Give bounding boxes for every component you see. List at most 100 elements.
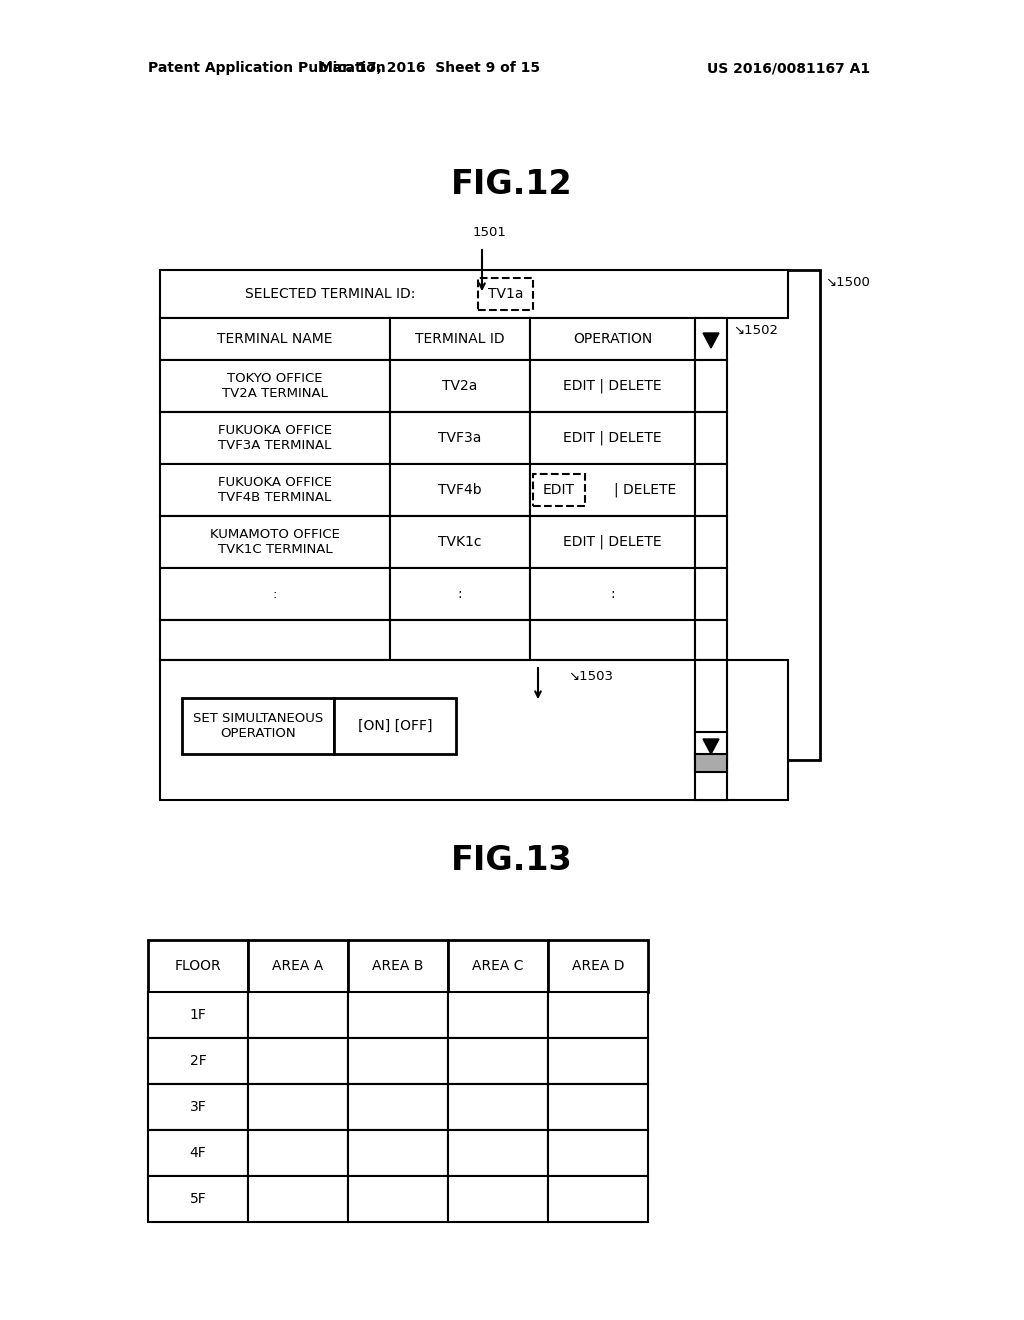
Bar: [548, 1038, 648, 1084]
Bar: [160, 465, 390, 516]
Bar: [695, 516, 727, 568]
Bar: [390, 465, 530, 516]
Text: Patent Application Publication: Patent Application Publication: [148, 61, 386, 75]
Text: FIG.13: FIG.13: [452, 843, 572, 876]
Text: AREA D: AREA D: [571, 960, 625, 973]
Bar: [449, 1176, 548, 1222]
Bar: [182, 698, 334, 754]
Bar: [248, 1176, 348, 1222]
Bar: [160, 568, 390, 620]
Bar: [148, 1130, 248, 1176]
Text: FUKUOKA OFFICE
TVF3A TERMINAL: FUKUOKA OFFICE TVF3A TERMINAL: [218, 424, 332, 451]
Bar: [530, 465, 695, 516]
Bar: [478, 279, 534, 310]
Bar: [390, 412, 530, 465]
Bar: [148, 1038, 248, 1084]
Bar: [695, 360, 727, 412]
Text: Mar. 17, 2016  Sheet 9 of 15: Mar. 17, 2016 Sheet 9 of 15: [319, 61, 541, 75]
Bar: [348, 1038, 449, 1084]
Bar: [548, 1176, 648, 1222]
Text: TVF4b: TVF4b: [438, 483, 482, 498]
Bar: [695, 568, 727, 620]
Bar: [530, 360, 695, 412]
Bar: [548, 940, 648, 993]
Text: US 2016/0081167 A1: US 2016/0081167 A1: [707, 61, 870, 75]
Text: TV2a: TV2a: [442, 379, 477, 393]
Bar: [530, 412, 695, 465]
Text: :: :: [610, 587, 614, 601]
Text: EDIT | DELETE: EDIT | DELETE: [563, 379, 662, 393]
Bar: [695, 660, 727, 800]
Text: TVK1c: TVK1c: [438, 535, 481, 549]
Text: FUKUOKA OFFICE
TVF4B TERMINAL: FUKUOKA OFFICE TVF4B TERMINAL: [218, 477, 332, 504]
Bar: [390, 516, 530, 568]
Bar: [248, 940, 348, 993]
Text: EDIT | DELETE: EDIT | DELETE: [563, 430, 662, 445]
Text: AREA A: AREA A: [272, 960, 324, 973]
Bar: [248, 1084, 348, 1130]
Bar: [449, 940, 548, 993]
Bar: [530, 516, 695, 568]
Bar: [449, 993, 548, 1038]
Polygon shape: [703, 739, 719, 754]
Bar: [695, 620, 727, 660]
Bar: [695, 754, 727, 772]
Bar: [695, 465, 727, 516]
Bar: [449, 1084, 548, 1130]
Bar: [530, 568, 695, 620]
Bar: [148, 1084, 248, 1130]
Bar: [548, 1130, 648, 1176]
Text: 3F: 3F: [189, 1100, 207, 1114]
Text: EDIT: EDIT: [543, 483, 575, 498]
Text: AREA B: AREA B: [373, 960, 424, 973]
Bar: [530, 318, 695, 360]
Text: ↘1500: ↘1500: [825, 276, 869, 289]
Bar: [334, 698, 456, 754]
Bar: [534, 474, 585, 506]
Text: TVF3a: TVF3a: [438, 432, 481, 445]
Bar: [390, 318, 530, 360]
Text: AREA C: AREA C: [472, 960, 523, 973]
Text: ↘1502: ↘1502: [733, 323, 778, 337]
Text: 1F: 1F: [189, 1008, 207, 1022]
Bar: [148, 1176, 248, 1222]
Bar: [348, 1176, 449, 1222]
Bar: [160, 271, 820, 760]
Text: [ON] [OFF]: [ON] [OFF]: [357, 719, 432, 733]
Text: ↘1503: ↘1503: [568, 671, 613, 684]
Bar: [248, 993, 348, 1038]
Text: | DELETE: | DELETE: [613, 483, 676, 498]
Bar: [390, 360, 530, 412]
Bar: [548, 1084, 648, 1130]
Text: 2F: 2F: [189, 1053, 207, 1068]
Text: TERMINAL NAME: TERMINAL NAME: [217, 333, 333, 346]
Text: 1501: 1501: [473, 226, 507, 239]
Bar: [248, 1038, 348, 1084]
Bar: [348, 940, 449, 993]
Text: KUMAMOTO OFFICE
TVK1C TERMINAL: KUMAMOTO OFFICE TVK1C TERMINAL: [210, 528, 340, 556]
Text: SET SIMULTANEOUS
OPERATION: SET SIMULTANEOUS OPERATION: [193, 711, 324, 741]
Text: FIG.12: FIG.12: [452, 169, 572, 202]
Bar: [695, 733, 727, 760]
Bar: [348, 1084, 449, 1130]
Bar: [390, 568, 530, 620]
Bar: [248, 1130, 348, 1176]
Bar: [530, 620, 695, 660]
Text: TOKYO OFFICE
TV2A TERMINAL: TOKYO OFFICE TV2A TERMINAL: [222, 372, 328, 400]
Bar: [160, 412, 390, 465]
Bar: [695, 318, 727, 360]
Bar: [449, 1130, 548, 1176]
Text: TERMINAL ID: TERMINAL ID: [415, 333, 505, 346]
Text: EDIT | DELETE: EDIT | DELETE: [563, 535, 662, 549]
Text: TV1a: TV1a: [487, 286, 523, 301]
Bar: [148, 993, 248, 1038]
Bar: [160, 271, 788, 318]
Bar: [695, 412, 727, 465]
Text: OPERATION: OPERATION: [572, 333, 652, 346]
Text: 4F: 4F: [189, 1146, 207, 1160]
Bar: [160, 318, 390, 360]
Bar: [449, 1038, 548, 1084]
Polygon shape: [703, 333, 719, 348]
Bar: [160, 620, 390, 660]
Bar: [160, 516, 390, 568]
